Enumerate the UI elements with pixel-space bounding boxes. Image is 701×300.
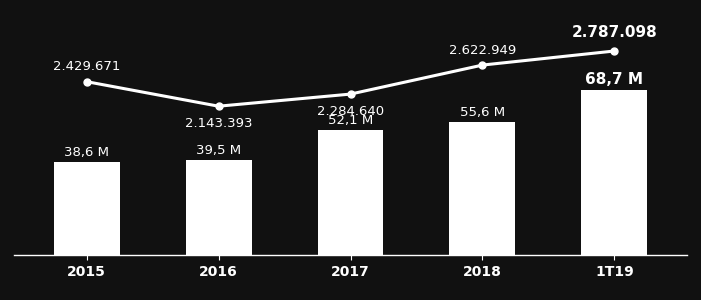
Text: 68,7 M: 68,7 M — [585, 72, 644, 87]
Bar — [53, 162, 120, 255]
Bar — [186, 160, 252, 255]
Text: 2.143.393: 2.143.393 — [185, 117, 252, 130]
Text: 2.622.949: 2.622.949 — [449, 44, 516, 57]
Text: 52,1 M: 52,1 M — [328, 114, 373, 127]
Text: 38,6 M: 38,6 M — [64, 146, 109, 160]
Bar — [581, 90, 648, 255]
Text: 2.429.671: 2.429.671 — [53, 60, 121, 73]
Bar — [318, 130, 383, 255]
Text: 2.284.640: 2.284.640 — [317, 105, 384, 118]
Text: 55,6 M: 55,6 M — [460, 106, 505, 119]
Bar — [449, 122, 515, 255]
Text: 2.787.098: 2.787.098 — [571, 25, 658, 40]
Text: 39,5 M: 39,5 M — [196, 144, 241, 157]
